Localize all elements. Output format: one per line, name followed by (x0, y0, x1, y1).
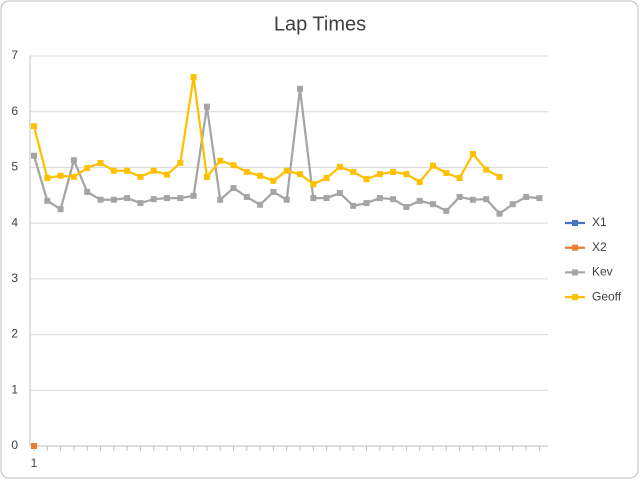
legend-marker (572, 269, 578, 276)
legend-label: X1 (592, 215, 607, 229)
y-tick-label: 6 (11, 104, 18, 118)
y-tick-label: 4 (11, 215, 18, 229)
data-marker (390, 196, 397, 203)
data-marker (336, 190, 343, 197)
data-marker (44, 175, 51, 182)
data-marker (110, 196, 117, 203)
data-marker (217, 196, 224, 203)
data-marker (84, 164, 91, 171)
data-marker (509, 201, 516, 208)
legend-label: Kev (592, 265, 613, 279)
data-marker (283, 167, 290, 174)
data-marker (57, 206, 64, 213)
data-marker (310, 181, 317, 188)
legend-marker (572, 220, 578, 226)
data-marker (363, 200, 370, 207)
data-marker (323, 175, 330, 182)
data-marker (70, 173, 77, 180)
data-marker (323, 195, 330, 202)
y-tick-label: 1 (11, 382, 18, 396)
data-marker (403, 203, 410, 210)
data-marker (110, 167, 117, 174)
y-tick-label: 2 (11, 327, 18, 341)
data-marker (430, 162, 436, 169)
data-marker (97, 196, 104, 203)
data-marker (456, 175, 463, 182)
data-marker (243, 193, 250, 200)
data-marker (483, 196, 490, 203)
data-marker (164, 195, 170, 202)
data-marker (443, 207, 450, 214)
data-marker (456, 193, 463, 200)
data-marker (257, 172, 264, 179)
data-marker (57, 172, 64, 179)
data-marker (336, 163, 343, 170)
data-marker (430, 201, 436, 208)
data-marker (310, 195, 317, 202)
data-marker (483, 166, 490, 173)
data-marker (44, 197, 51, 204)
data-marker (363, 176, 370, 183)
legend-label: X2 (592, 240, 607, 254)
legend-marker (572, 244, 578, 251)
data-marker (164, 171, 170, 178)
data-marker (31, 152, 37, 159)
data-marker (523, 193, 530, 200)
data-marker (150, 167, 157, 174)
x-tick-label: 1 (31, 456, 38, 470)
y-tick-label: 7 (11, 48, 18, 62)
data-marker (230, 185, 237, 192)
data-marker (137, 173, 144, 180)
data-marker (496, 210, 503, 217)
data-marker (84, 188, 91, 195)
data-marker (297, 85, 303, 92)
data-marker (70, 157, 77, 164)
data-marker (190, 74, 197, 81)
data-marker (150, 196, 157, 203)
data-marker (416, 178, 423, 185)
y-tick-label: 3 (11, 271, 18, 285)
data-marker (376, 195, 383, 202)
data-marker (350, 202, 357, 209)
data-marker (469, 151, 476, 158)
data-marker (496, 173, 503, 180)
data-marker (190, 192, 197, 199)
data-marker (31, 443, 37, 449)
data-marker (469, 196, 476, 203)
data-marker (203, 103, 210, 110)
data-marker (203, 173, 210, 180)
data-marker (350, 168, 357, 175)
data-marker (283, 196, 290, 203)
data-marker (97, 159, 104, 166)
data-marker (416, 197, 423, 204)
data-marker (403, 171, 410, 178)
data-marker (124, 195, 131, 202)
data-marker (376, 171, 383, 178)
y-tick-label: 5 (11, 160, 18, 174)
data-marker (270, 188, 277, 195)
chart-title: Lap Times (274, 13, 366, 35)
data-marker (270, 177, 277, 184)
y-tick-label: 0 (11, 438, 18, 452)
data-marker (443, 170, 450, 176)
data-marker (124, 167, 131, 174)
data-marker (230, 162, 237, 169)
data-marker (177, 195, 184, 202)
data-marker (31, 123, 37, 130)
data-marker (217, 157, 224, 164)
data-marker (243, 168, 250, 175)
data-marker (177, 159, 184, 166)
legend-label: Geoff (592, 289, 622, 303)
data-marker (257, 201, 264, 208)
data-marker (536, 195, 543, 202)
data-marker (297, 171, 303, 178)
legend-marker (572, 294, 578, 301)
data-marker (390, 168, 397, 175)
data-marker (137, 200, 144, 207)
